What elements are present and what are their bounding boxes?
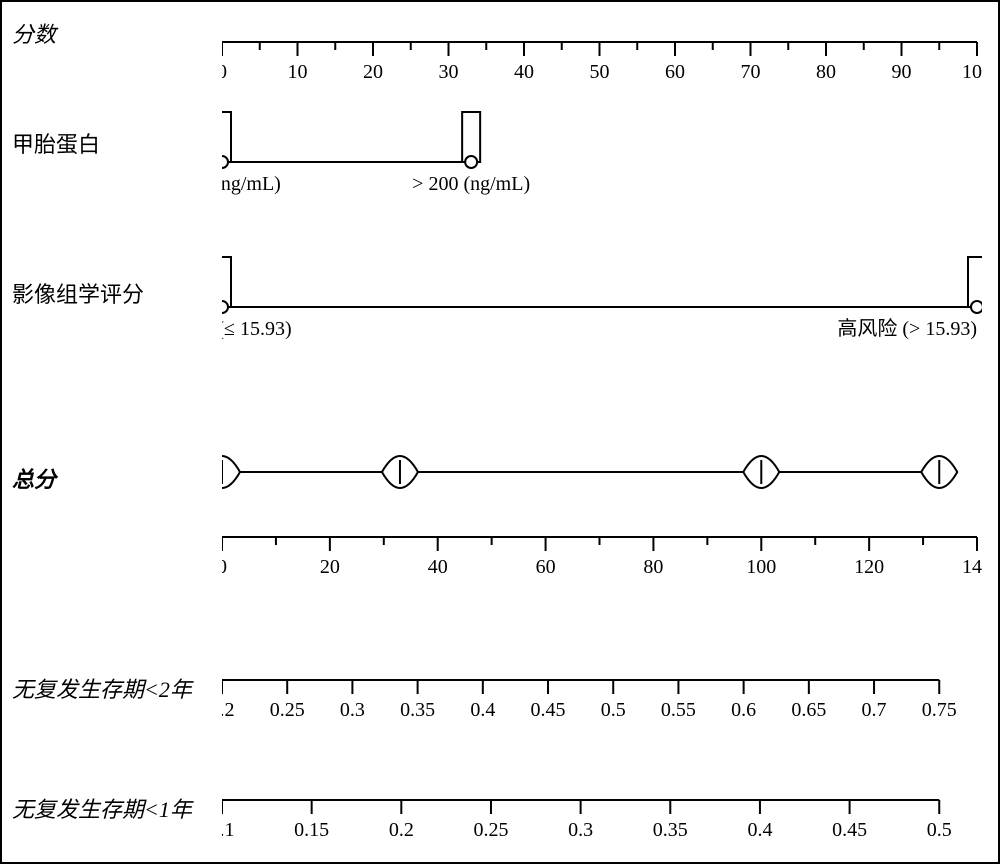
svg-text:0.2: 0.2 [389,819,414,841]
points-axis: 0 10 20 30 40 50 60 70 80 90 100 [222,22,982,82]
svg-text:0.15: 0.15 [294,819,329,841]
svg-text:0.4: 0.4 [470,699,495,721]
svg-text:0.5: 0.5 [601,699,626,721]
rfs2-label: 无复发生存期<2年 [12,672,192,704]
svg-text:90: 90 [892,61,912,82]
svg-text:0.3: 0.3 [568,819,593,841]
rfs2-svg: 0.2 0.25 0.3 0.35 0.4 0.45 0.5 0.55 0.6 0.65 0.7 0.… [222,652,982,722]
svg-text:0: 0 [222,556,227,578]
svg-text:140: 140 [962,556,982,578]
svg-text:0.45: 0.45 [832,819,867,841]
svg-text:70: 70 [741,61,761,82]
svg-text:≤ 200 (ng/mL): ≤ 200 (ng/mL) [222,173,281,195]
svg-text:120: 120 [854,556,884,578]
svg-text:0.2: 0.2 [222,699,235,721]
svg-text:0.4: 0.4 [747,819,772,841]
svg-text:100: 100 [962,61,982,82]
radiomics-label: 影像组学评分 [12,277,144,309]
total-svg: 0 20 40 60 80 100 120 140 [222,427,982,587]
svg-text:20: 20 [320,556,340,578]
svg-text:30: 30 [439,61,459,82]
svg-text:0.25: 0.25 [473,819,508,841]
afp-scale: ≤ 200 (ng/mL) > 200 (ng/mL) [222,97,982,217]
svg-text:0.45: 0.45 [531,699,566,721]
svg-text:高风险 (> 15.93): 高风险 (> 15.93) [837,317,977,340]
svg-text:0.35: 0.35 [400,699,435,721]
svg-text:> 200 (ng/mL): > 200 (ng/mL) [412,173,530,195]
svg-text:40: 40 [514,61,534,82]
nomogram-page: 分数 0 10 20 30 40 50 60 70 80 90 100 甲胎蛋白 ≤ 200 (ng… [0,0,1000,864]
afp-label: 甲胎蛋白 [12,127,100,159]
radiomics-svg: 低风险 (≤ 15.93) 高风险 (> 15.93) [222,242,982,367]
svg-text:0.1: 0.1 [222,819,235,841]
svg-text:0: 0 [222,61,227,82]
svg-text:0.5: 0.5 [927,819,952,841]
svg-text:50: 50 [590,61,610,82]
svg-text:10: 10 [288,61,308,82]
svg-text:40: 40 [428,556,448,578]
svg-text:0.3: 0.3 [340,699,365,721]
svg-text:0.35: 0.35 [653,819,688,841]
rfs1-scale: 0.1 0.15 0.2 0.25 0.3 0.35 0.4 0.45 0.5 [222,772,982,842]
svg-text:60: 60 [665,61,685,82]
svg-text:低风险 (≤ 15.93): 低风险 (≤ 15.93) [222,317,292,340]
radiomics-scale: 低风险 (≤ 15.93) 高风险 (> 15.93) [222,242,982,367]
svg-text:0.75: 0.75 [922,699,957,721]
svg-text:0.65: 0.65 [791,699,826,721]
svg-text:80: 80 [643,556,663,578]
afp-svg: ≤ 200 (ng/mL) > 200 (ng/mL) [222,97,982,217]
svg-text:80: 80 [816,61,836,82]
svg-text:100: 100 [746,556,776,578]
points-axis-svg: 0 10 20 30 40 50 60 70 80 90 100 [222,22,982,82]
svg-text:0.7: 0.7 [862,699,887,721]
rfs1-svg: 0.1 0.15 0.2 0.25 0.3 0.35 0.4 0.45 0.5 [222,772,982,842]
svg-text:60: 60 [536,556,556,578]
svg-text:0.25: 0.25 [270,699,305,721]
total-label: 总分 [12,462,56,494]
rfs2-scale: 0.2 0.25 0.3 0.35 0.4 0.45 0.5 0.55 0.6 0.65 0.7 0.… [222,652,982,722]
svg-text:0.55: 0.55 [661,699,696,721]
rfs1-label: 无复发生存期<1年 [12,792,192,824]
points-label: 分数 [12,17,56,49]
svg-text:20: 20 [363,61,383,82]
svg-text:0.6: 0.6 [731,699,756,721]
total-scale: 0 20 40 60 80 100 120 140 [222,427,982,587]
